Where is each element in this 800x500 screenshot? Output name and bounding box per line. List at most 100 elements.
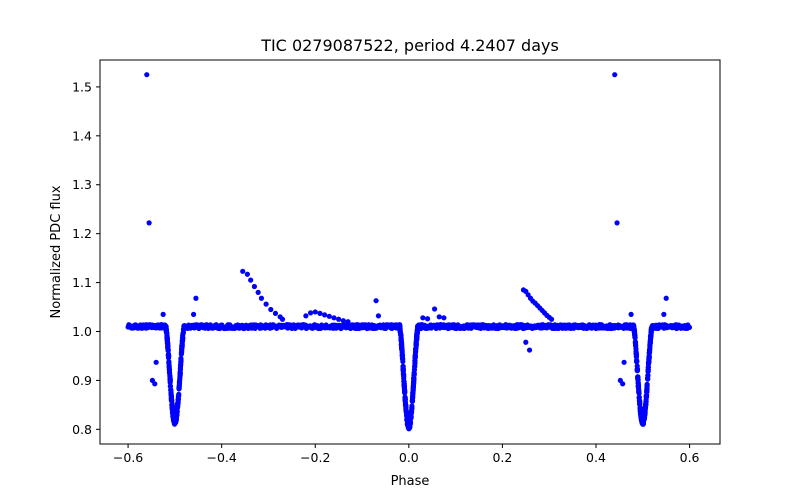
data-point (526, 347, 533, 353)
data-point (631, 323, 637, 329)
data-point (171, 420, 177, 426)
data-point (326, 313, 332, 319)
data-point (179, 344, 185, 350)
data-point (399, 353, 405, 359)
data-point (643, 394, 650, 400)
data-point (645, 375, 651, 381)
data-point (400, 367, 406, 373)
data-point (661, 311, 667, 317)
data-point (614, 220, 620, 226)
x-tick-label: 0.0 (399, 450, 419, 465)
data-point (411, 371, 417, 377)
data-point (179, 337, 186, 343)
data-point (407, 423, 413, 429)
data-point (402, 398, 408, 404)
data-point (410, 391, 416, 397)
data-point (643, 399, 649, 406)
data-point (244, 271, 250, 277)
data-point (176, 391, 182, 397)
x-tick-label: 0.2 (492, 450, 512, 465)
x-tick-label: 0.6 (680, 450, 700, 465)
data-point (647, 341, 653, 347)
data-point (169, 410, 176, 416)
data-point (279, 316, 286, 322)
data-point (648, 333, 654, 339)
data-point (412, 363, 418, 369)
data-point (403, 410, 410, 416)
y-tick-label: 1.1 (72, 275, 92, 290)
data-point (407, 417, 413, 423)
x-tick-label: 0.4 (586, 450, 606, 465)
data-point (408, 409, 415, 415)
data-point (401, 371, 407, 377)
data-point (621, 359, 627, 365)
data-point (146, 220, 152, 226)
data-point (251, 283, 258, 290)
data-point (631, 327, 637, 333)
data-point (420, 315, 426, 321)
data-point (646, 354, 652, 361)
y-tick-label: 1.3 (72, 177, 92, 192)
data-point (441, 315, 447, 321)
data-point (317, 310, 323, 316)
data-point (400, 358, 406, 365)
data-point (166, 365, 172, 371)
data-point (175, 402, 181, 408)
data-point (153, 359, 159, 365)
data-point (397, 326, 403, 332)
data-point (160, 311, 166, 317)
data-point (436, 314, 442, 320)
data-point (628, 311, 634, 317)
chart-title: TIC 0279087522, period 4.2407 days (260, 36, 559, 55)
data-point (401, 379, 407, 385)
y-tick-label: 0.9 (72, 373, 92, 388)
data-point (168, 396, 175, 403)
data-point (634, 366, 641, 372)
data-point (164, 338, 170, 345)
data-point (255, 289, 261, 295)
data-point (144, 72, 150, 78)
data-point (152, 381, 158, 387)
data-point (177, 364, 184, 370)
x-tick-label: −0.2 (300, 450, 330, 465)
data-point (634, 357, 640, 363)
x-tick-label: −0.4 (206, 450, 236, 465)
data-point (399, 346, 405, 353)
data-point (331, 315, 337, 321)
data-point (168, 392, 174, 399)
data-point (403, 404, 409, 410)
data-point (166, 370, 173, 376)
y-tick-label: 1.0 (72, 324, 92, 339)
data-point (263, 301, 269, 307)
data-point (272, 310, 279, 316)
y-axis-label: Normalized PDC flux (49, 185, 64, 318)
data-points (125, 72, 693, 432)
data-point (181, 324, 187, 330)
data-point (648, 329, 654, 335)
y-tick-label: 0.8 (72, 422, 92, 437)
data-point (322, 312, 328, 318)
data-point (375, 313, 382, 319)
data-point (248, 277, 254, 283)
data-point (548, 316, 555, 322)
data-point (635, 380, 641, 386)
data-point (312, 309, 318, 315)
data-point (424, 316, 431, 322)
y-axis: 0.8 0.9 1.0 1.1 1.2 1.3 1.4 1.5 (72, 79, 100, 437)
x-axis-label: Phase (391, 474, 430, 489)
data-point (165, 345, 171, 351)
data-point (174, 412, 180, 418)
data-point (340, 318, 346, 324)
data-point (336, 316, 342, 322)
data-point (397, 322, 403, 328)
x-tick-label: −0.6 (113, 450, 143, 465)
data-point (166, 360, 172, 366)
data-point (523, 339, 529, 345)
data-point (303, 313, 309, 319)
data-point (411, 378, 417, 384)
data-point (644, 389, 650, 395)
data-point (373, 298, 379, 304)
data-point (398, 332, 404, 339)
